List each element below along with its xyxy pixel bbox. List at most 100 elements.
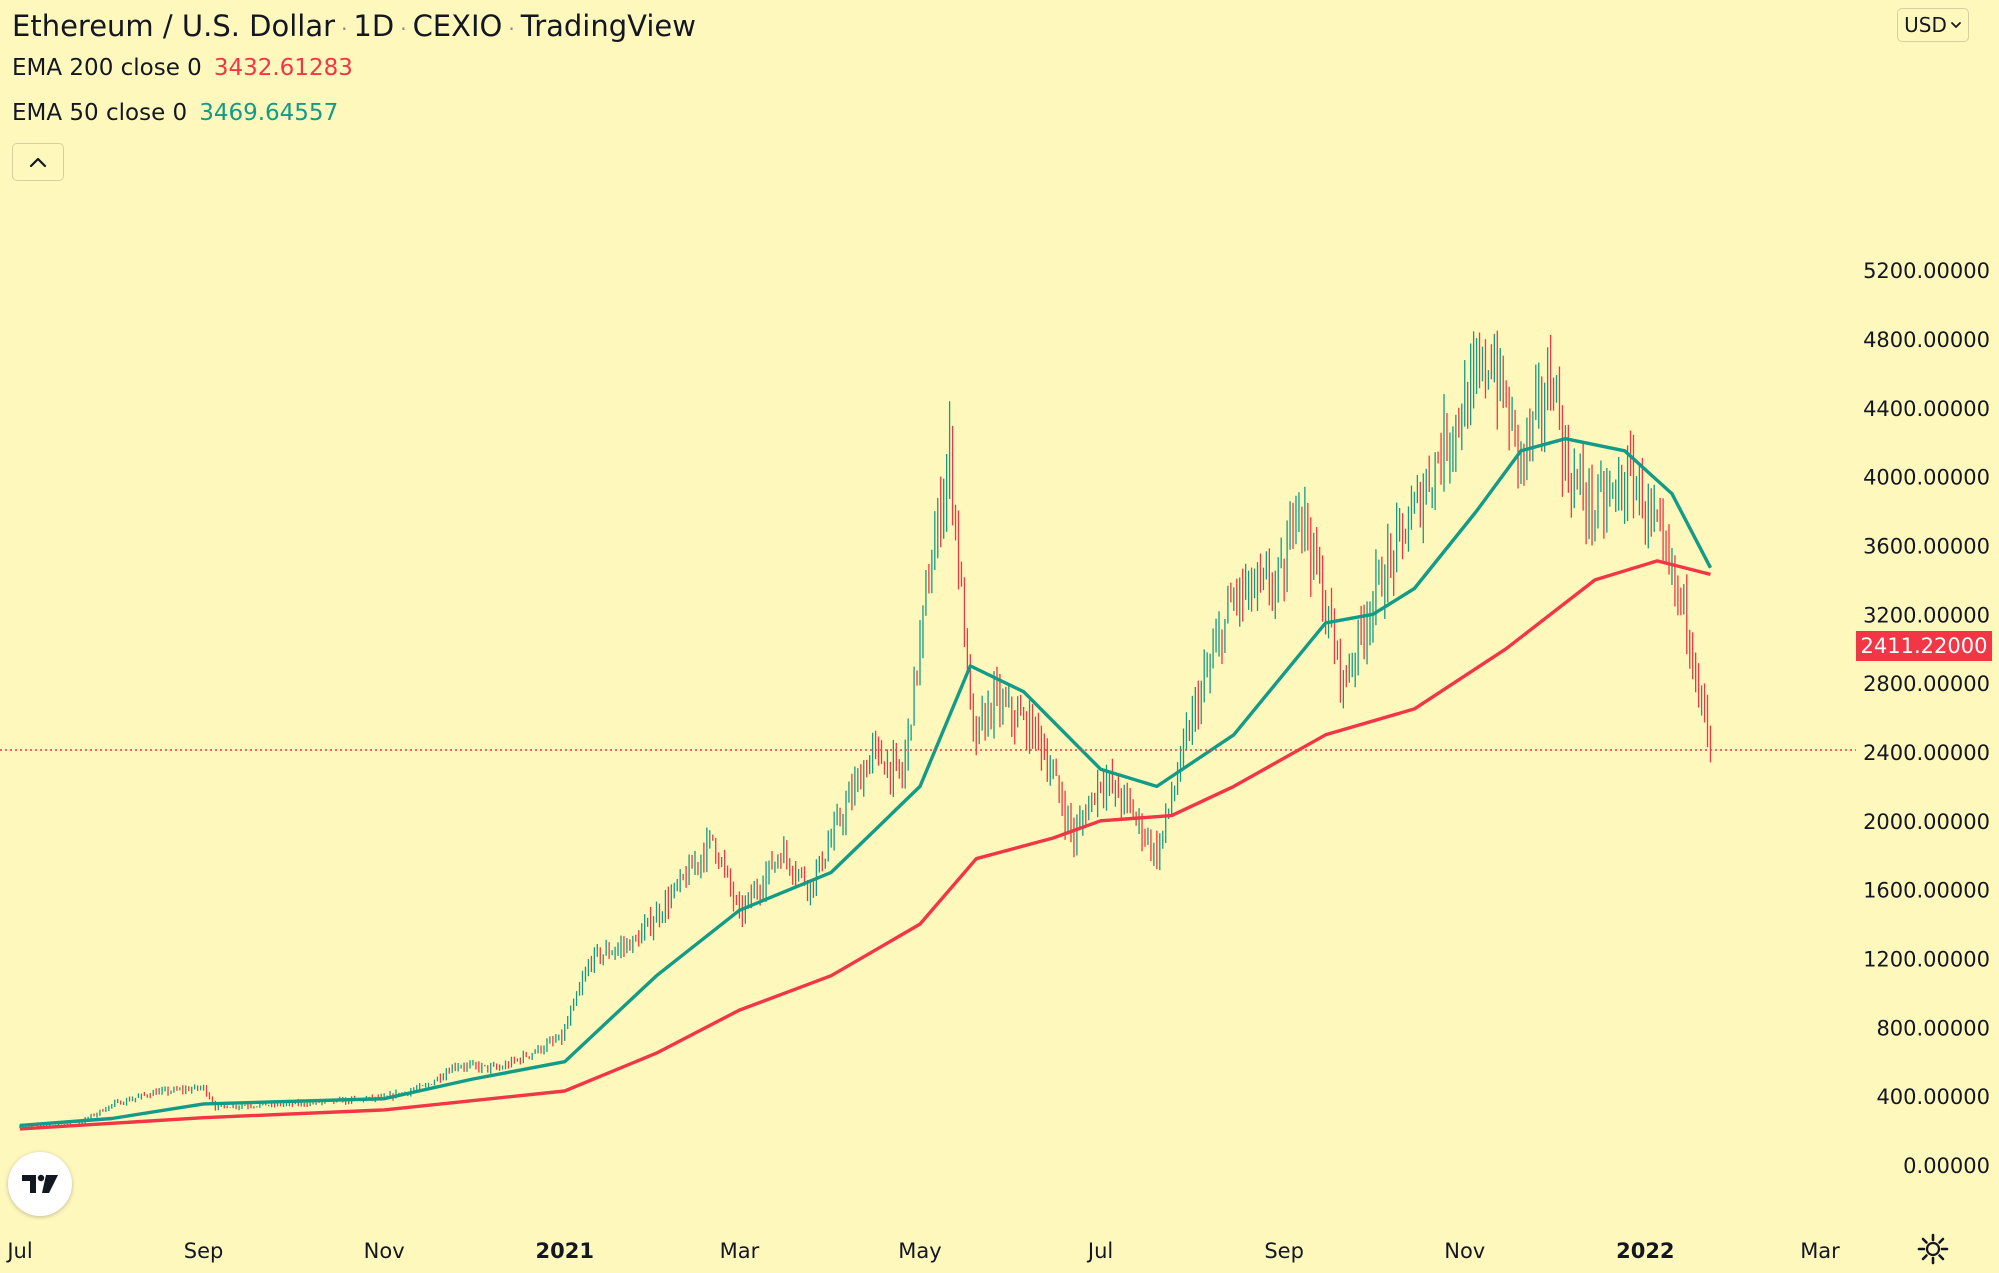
candle [969,654,971,710]
candle [125,1097,128,1106]
candle [495,1063,498,1070]
candle [131,1096,134,1102]
candle [1206,652,1208,678]
ema50-legend[interactable]: EMA 50 close 0 3469.64557 [12,91,696,136]
candle [1091,792,1093,813]
candle [928,564,930,594]
candle [1061,781,1063,816]
candle [128,1096,131,1102]
candle [1703,683,1706,723]
candle [738,891,741,919]
candle [925,570,927,616]
candle [1647,483,1649,549]
candle [795,861,797,889]
candle [874,730,877,760]
candle [1194,687,1196,732]
candle [1597,474,1599,529]
candle [827,830,829,862]
candle [661,911,664,924]
candle [1585,482,1587,545]
candle [954,504,957,541]
candle [1674,555,1676,607]
time-axis: Jul Sep Nov 2021 Mar May Jul Sep Nov 2022 Mar [5,1239,1840,1263]
candle [1502,355,1504,409]
candle [1662,498,1664,561]
candle [1410,485,1413,530]
candle [1274,570,1276,619]
tradingview-logo-icon[interactable] [8,1152,72,1216]
candle [1618,456,1620,511]
candle [1381,556,1383,597]
candle [1401,513,1404,560]
candle [1153,842,1155,866]
price-tick-label: 4400.00000 [1863,397,1990,421]
candle [709,830,711,849]
candle [1558,366,1561,430]
candle [901,761,903,789]
candle [1132,799,1134,819]
time-tick-label: Nov [1444,1239,1485,1263]
candle [1535,364,1537,420]
candle [1129,787,1131,814]
candle [1644,501,1646,545]
candle [892,739,895,798]
candle [383,1093,385,1097]
candle [1070,802,1072,843]
price-tick-label: 2400.00000 [1863,741,1990,765]
ema-layer [19,437,1713,1131]
candle [1182,728,1185,769]
candle [1440,432,1442,485]
candle [1455,414,1457,472]
candle [1686,574,1688,655]
candle [1236,578,1238,616]
candle [202,1084,205,1091]
candle [1484,339,1487,399]
currency-dropdown[interactable]: USD [1897,8,1969,42]
candle [1215,618,1217,653]
candle [1363,604,1365,660]
candle [1082,810,1084,836]
candle [1197,680,1199,730]
exchange: CEXIO [412,9,503,43]
candle [146,1094,148,1098]
candle [1170,781,1173,818]
ema200-legend[interactable]: EMA 200 close 0 3432.61283 [12,46,696,91]
candle [1461,403,1463,451]
gear-icon[interactable] [1916,1232,1950,1266]
candle [268,1104,270,1107]
candle [990,702,992,730]
candle [732,881,735,912]
candle [735,894,738,906]
candle [632,935,634,954]
candle [1404,528,1407,544]
candle [1017,696,1019,728]
candle [1304,486,1306,552]
candle [561,1029,563,1045]
interval[interactable]: 1D [353,9,395,43]
candle [555,1034,557,1043]
candle [1295,495,1297,545]
candle [1250,567,1253,612]
candle [688,854,690,885]
candle [1233,587,1235,611]
candle [552,1035,554,1047]
candle [1316,527,1318,575]
candle [1609,470,1611,507]
candle [114,1099,116,1108]
ema200-label: EMA 200 close 0 [12,55,202,81]
time-tick-label: Jul [1086,1239,1113,1263]
candle [792,865,794,885]
time-tick-label: Sep [1264,1239,1304,1263]
candle [1014,710,1016,745]
collapse-legend-button[interactable] [12,143,64,181]
candle [1650,488,1652,537]
candle [898,759,900,779]
candle [590,955,593,972]
candle [1546,347,1549,411]
candle [475,1061,477,1070]
candle [1055,758,1057,777]
candle [880,740,883,764]
candle [617,942,619,956]
candle [771,851,773,870]
